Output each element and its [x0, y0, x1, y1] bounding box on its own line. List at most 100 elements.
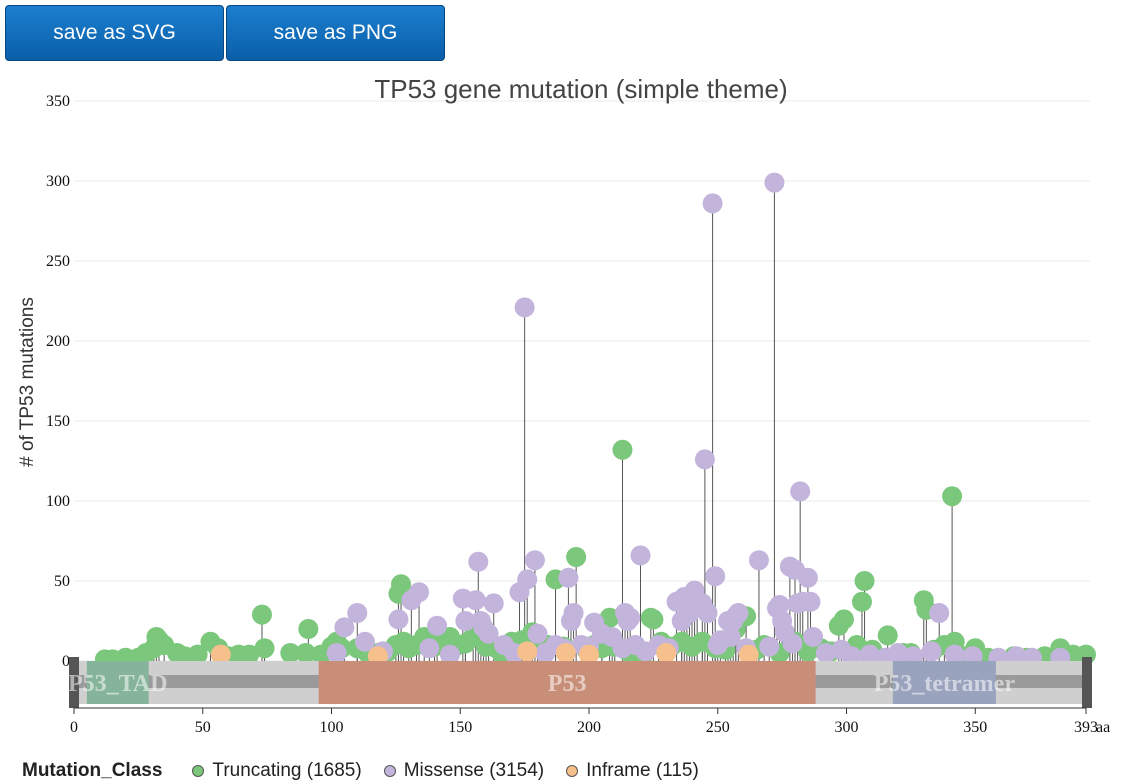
truncating-point-85: [851, 591, 872, 612]
legend-label-missense: Missense (3154): [403, 760, 545, 781]
missense-point-88: [888, 643, 909, 663]
truncating-point-83: [833, 609, 854, 630]
missense-point-68: [759, 636, 780, 657]
missense-point-5: [388, 609, 409, 630]
y-tick-label-6: 300: [46, 173, 70, 190]
truncating-point-21: [298, 619, 319, 639]
missense-point-12: [455, 611, 476, 631]
legend-item-missense[interactable]: Missense (3154): [383, 760, 545, 782]
grid-lines: [74, 100, 1090, 662]
missense-point-67: [748, 550, 769, 571]
y-tick-label-3: 150: [46, 413, 70, 430]
missense-point-57: [702, 193, 723, 214]
missense-point-92: [944, 644, 965, 665]
missense-point-10: [439, 644, 460, 665]
missense-point-91: [929, 603, 950, 623]
y-tick-label-5: 250: [46, 253, 70, 270]
save-as-svg-button[interactable]: save as SVG: [5, 5, 224, 61]
x-tick-label-0: 0: [70, 719, 78, 736]
missense-point-56: [697, 603, 718, 623]
missense-swatch-icon: [383, 765, 396, 777]
x-tick-label-2: 100: [320, 719, 344, 736]
missense-point-2: [347, 603, 368, 623]
missense-point-80: [797, 567, 818, 588]
legend-label-truncating: Truncating (1685): [212, 760, 362, 781]
missense-point-24: [524, 550, 545, 571]
missense-point-23: [517, 569, 538, 590]
x-tick-label-1: 50: [195, 719, 211, 736]
missense-point-18: [483, 593, 504, 614]
truncating-point-88: [877, 625, 898, 646]
x-axis-unit-label: aa: [1096, 719, 1110, 736]
truncating-point-95: [942, 486, 963, 507]
inframe-point-3: [555, 643, 576, 663]
truncating-point-54: [566, 547, 587, 567]
missense-point-71: [769, 595, 790, 615]
x-tick-label-8: 393: [1074, 719, 1098, 736]
y-tick-label-0: 0: [62, 653, 70, 670]
missense-point-13: [465, 590, 486, 611]
inframe-point-5: [656, 643, 677, 663]
y-tick-label-1: 50: [54, 573, 70, 590]
missense-point-1: [334, 617, 355, 638]
y-axis-label: # of TP53 mutations: [17, 297, 38, 467]
truncating-point-17: [251, 604, 272, 625]
protein-right-cap: [1082, 657, 1092, 708]
missense-point-82: [803, 627, 824, 647]
missense-point-0: [326, 643, 347, 663]
missense-point-78: [790, 481, 811, 502]
y-tick-label-7: 350: [46, 93, 70, 110]
inframe-point-6: [738, 644, 759, 665]
missense-point-25: [527, 623, 548, 644]
truncating-point-11: [187, 644, 208, 665]
domain-label-2: P53_tetramer: [874, 671, 1016, 697]
domain-label-1: P53: [548, 671, 587, 697]
missense-point-40: [620, 607, 641, 628]
y-axis: 0 50 100 150 200 250 300 350: [46, 93, 70, 670]
missense-point-22: [514, 297, 535, 318]
truncating-point-16: [239, 644, 260, 665]
legend-item-inframe[interactable]: Inframe (115): [566, 760, 699, 782]
protein-left-cap: [69, 657, 79, 708]
missense-point-14: [468, 551, 489, 572]
missense-point-62: [720, 627, 741, 647]
missense-point-58: [705, 566, 726, 587]
domain-2: [892, 661, 996, 704]
truncating-point-19: [280, 643, 301, 663]
missense-point-29: [558, 567, 579, 588]
inframe-point-4: [579, 644, 600, 665]
x-tick-label-5: 250: [706, 719, 730, 736]
legend-title: Mutation_Class: [22, 760, 163, 781]
missense-point-7: [409, 582, 430, 603]
domain-label-0: P53_TAD: [68, 671, 168, 697]
lollipop-chart: 0 50 100 150 200 250 300 350 TP53 gene mutation…: [17, 74, 1110, 736]
lollipop-sticks: [145, 182, 1087, 661]
y-tick-label-4: 200: [46, 333, 70, 350]
missense-point-17: [478, 623, 499, 644]
missense-point-3: [354, 631, 375, 652]
missense-point-69: [764, 172, 785, 193]
missense-point-31: [563, 603, 584, 623]
x-tick-label-6: 300: [835, 719, 859, 736]
legend-item-truncating[interactable]: Truncating (1685): [192, 760, 362, 782]
missense-point-55: [694, 449, 715, 470]
truncating-point-20: [295, 643, 316, 663]
truncating-point-58: [599, 607, 620, 628]
inframe-swatch-icon: [566, 765, 579, 777]
truncating-point-18: [254, 638, 275, 659]
missense-point-75: [782, 633, 803, 654]
truncating-point-86: [854, 571, 875, 591]
legend: Mutation_Class Truncating (1685) Missens…: [22, 758, 721, 784]
domain-0: [86, 661, 149, 704]
inframe-point-0: [210, 644, 231, 665]
domain-1: [318, 661, 816, 704]
x-tick-label-4: 200: [577, 719, 601, 736]
missense-point-81: [800, 591, 821, 612]
missense-point-42: [630, 545, 651, 566]
missense-point-86: [859, 644, 880, 665]
missense-point-8: [419, 638, 440, 659]
save-as-png-button[interactable]: save as PNG: [226, 5, 445, 61]
inframe-point-2: [517, 641, 538, 662]
chart-title: TP53 gene mutation (simple theme): [374, 74, 787, 104]
missense-point-9: [427, 615, 448, 636]
